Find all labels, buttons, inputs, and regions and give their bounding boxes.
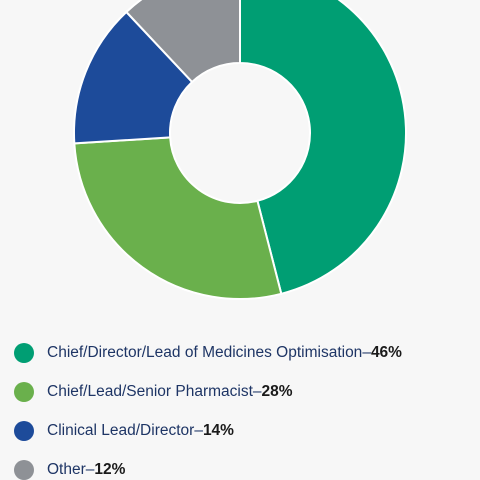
legend-value: 46% [370, 344, 402, 361]
donut-chart [73, 0, 407, 300]
legend-separator: – [362, 344, 371, 361]
legend-label: Chief/Lead/Senior Pharmacist [47, 383, 253, 400]
legend-label: Chief/Director/Lead of Medicines Optimis… [47, 344, 363, 361]
legend-swatch [14, 421, 34, 441]
donut-slice [124, 0, 241, 84]
legend-swatch [14, 382, 34, 402]
legend-value: 12% [94, 461, 126, 478]
legend-value: 28% [261, 383, 293, 400]
legend-item: Chief/Lead/Senior Pharmacist – 28% [14, 379, 474, 405]
legend-label: Other [47, 461, 86, 478]
legend-item: Chief/Director/Lead of Medicines Optimis… [14, 340, 474, 366]
legend-value: 14% [202, 422, 234, 439]
donut-slice [73, 136, 283, 300]
legend-item: Clinical Lead/Director – 14% [14, 418, 474, 444]
legend: Chief/Director/Lead of Medicines Optimis… [14, 340, 474, 480]
legend-separator: – [85, 461, 95, 478]
donut-slice [73, 10, 194, 145]
legend-separator: – [252, 383, 262, 400]
legend-separator: – [194, 422, 203, 439]
donut-slice [239, 0, 407, 296]
legend-label: Clinical Lead/Director [47, 422, 195, 439]
legend-item: Other – 12% [14, 457, 474, 480]
legend-swatch [14, 460, 34, 480]
legend-swatch [14, 343, 34, 363]
